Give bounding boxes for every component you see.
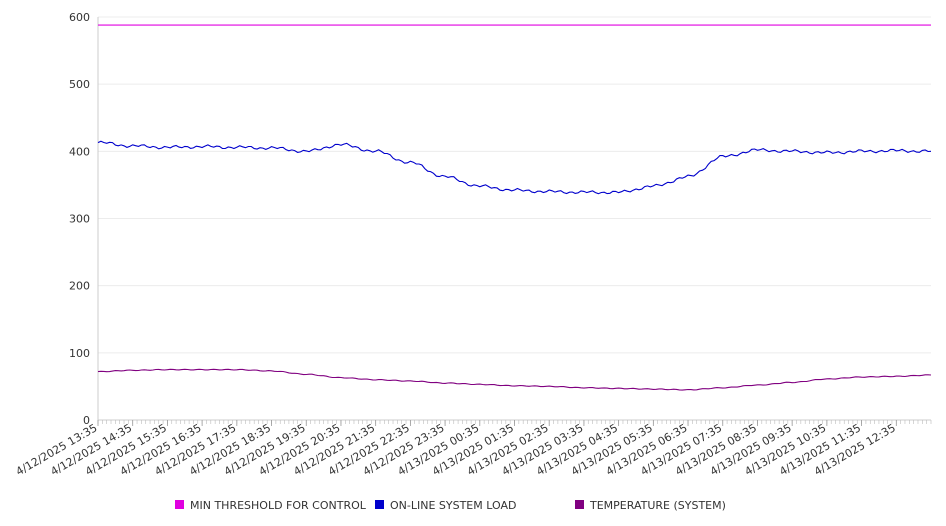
y-tick-label: 100 <box>69 347 90 360</box>
y-tick-label: 0 <box>83 414 90 427</box>
legend-swatch <box>575 500 584 509</box>
legend-label: MIN THRESHOLD FOR CONTROL <box>190 499 367 512</box>
y-axis-ticks: 0 100 200 300 400 500 600 <box>69 11 90 427</box>
legend-swatch <box>175 500 184 509</box>
legend-swatch <box>375 500 384 509</box>
legend-label: ON-LINE SYSTEM LOAD <box>390 499 516 512</box>
series-lines <box>97 24 932 391</box>
y-tick-label: 400 <box>69 145 90 158</box>
y-tick-label: 500 <box>69 78 90 91</box>
legend: MIN THRESHOLD FOR CONTROL ON-LINE SYSTEM … <box>175 499 726 512</box>
y-tick-label: 200 <box>69 280 90 293</box>
x-axis-ticks: 4/12/2025 13:354/12/2025 14:354/12/2025 … <box>14 420 932 478</box>
series-line <box>97 140 932 195</box>
y-tick-label: 300 <box>69 213 90 226</box>
y-tick-label: 600 <box>69 11 90 24</box>
legend-label: TEMPERATURE (SYSTEM) <box>589 499 726 512</box>
series-line <box>97 368 932 391</box>
gridlines <box>98 16 931 354</box>
